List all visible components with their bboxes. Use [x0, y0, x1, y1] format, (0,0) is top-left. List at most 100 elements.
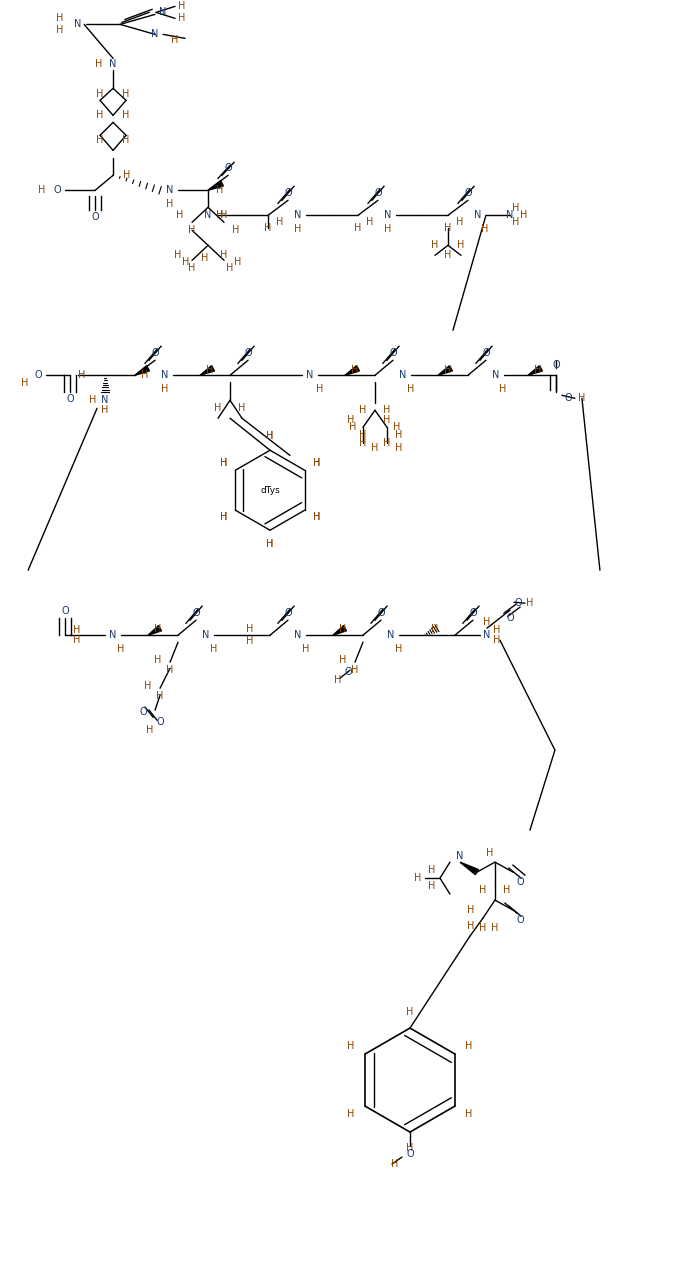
Text: H: H — [56, 26, 64, 36]
Text: O: O — [139, 707, 147, 717]
Text: H: H — [349, 423, 356, 432]
Text: H: H — [467, 921, 475, 932]
Text: H: H — [219, 513, 227, 522]
Text: N: N — [75, 19, 81, 30]
Text: H: H — [479, 885, 487, 896]
Polygon shape — [200, 366, 215, 375]
Text: H: H — [406, 1144, 414, 1153]
Text: H: H — [465, 1041, 473, 1051]
Text: H: H — [166, 666, 174, 675]
Text: H: H — [444, 224, 452, 234]
Text: H: H — [457, 240, 464, 251]
Text: H: H — [73, 626, 81, 635]
Text: H: H — [359, 438, 367, 448]
Text: H: H — [124, 171, 131, 180]
Text: H: H — [384, 225, 392, 234]
Text: H: H — [78, 370, 86, 380]
Text: N: N — [294, 630, 301, 640]
Text: H: H — [492, 923, 498, 933]
Text: O: O — [34, 370, 42, 380]
Text: N: N — [101, 396, 109, 405]
Text: O: O — [61, 607, 69, 617]
Text: O: O — [285, 608, 292, 618]
Text: H: H — [96, 111, 104, 121]
Text: H: H — [340, 655, 347, 666]
Polygon shape — [135, 366, 149, 375]
Text: N: N — [387, 630, 394, 640]
Text: H: H — [96, 90, 104, 99]
Text: H: H — [406, 1007, 414, 1018]
Text: H: H — [395, 443, 403, 454]
Text: H: H — [486, 848, 494, 858]
Text: H: H — [428, 882, 436, 891]
Polygon shape — [528, 366, 543, 375]
Text: N: N — [507, 211, 513, 220]
Text: O: O — [406, 1149, 414, 1159]
Text: H: H — [219, 459, 227, 468]
Text: O: O — [389, 348, 397, 359]
Text: O: O — [151, 348, 159, 359]
Text: N: N — [456, 851, 464, 861]
Text: H: H — [512, 217, 519, 227]
Text: O: O — [374, 189, 382, 198]
Text: H: H — [264, 224, 272, 234]
Text: H: H — [431, 240, 439, 251]
Text: N: N — [166, 185, 174, 195]
Text: N: N — [109, 59, 117, 69]
Text: H: H — [456, 217, 464, 227]
Text: H: H — [266, 540, 274, 549]
Text: O: O — [464, 189, 472, 198]
Text: H: H — [266, 540, 274, 549]
Polygon shape — [460, 862, 479, 875]
Text: H: H — [101, 405, 109, 415]
Text: O: O — [377, 608, 385, 618]
Text: O: O — [156, 717, 164, 727]
Text: H: H — [246, 636, 254, 646]
Text: H: H — [96, 135, 104, 145]
Text: H: H — [171, 36, 179, 45]
Text: H: H — [499, 384, 507, 394]
Text: H: H — [122, 135, 130, 145]
Text: H: H — [407, 384, 415, 394]
Text: O: O — [516, 915, 524, 925]
Text: H: H — [493, 626, 500, 635]
Text: H: H — [393, 423, 401, 432]
Text: H: H — [579, 393, 585, 403]
Text: H: H — [384, 415, 390, 425]
Text: N: N — [204, 211, 212, 220]
Text: H: H — [351, 365, 359, 375]
Text: O: O — [564, 393, 572, 403]
Text: O: O — [506, 613, 514, 623]
Text: H: H — [313, 513, 320, 522]
Text: H: H — [465, 1109, 473, 1119]
Text: N: N — [474, 211, 481, 220]
Text: H: H — [206, 365, 214, 375]
Text: O: O — [192, 608, 200, 618]
Text: H: H — [493, 635, 500, 645]
Polygon shape — [208, 181, 223, 190]
Text: H: H — [276, 217, 284, 227]
Text: H: H — [313, 513, 320, 522]
Text: H: H — [395, 644, 403, 654]
Text: H: H — [444, 251, 452, 261]
Text: H: H — [246, 625, 254, 635]
Text: H: H — [384, 405, 390, 415]
Text: H: H — [188, 263, 196, 274]
Text: H: H — [90, 396, 97, 405]
Text: O: O — [516, 878, 524, 887]
Text: H: H — [166, 199, 174, 209]
Text: H: H — [395, 430, 403, 441]
Text: H: H — [431, 625, 439, 635]
Text: O: O — [344, 667, 352, 677]
Text: N: N — [202, 630, 210, 640]
Text: H: H — [313, 459, 320, 468]
Text: H: H — [348, 1041, 355, 1051]
Text: H: H — [175, 251, 182, 261]
Text: H: H — [238, 403, 246, 414]
Text: dTys: dTys — [260, 486, 280, 495]
Text: H: H — [145, 681, 151, 691]
Text: H: H — [334, 675, 342, 685]
Text: H: H — [444, 365, 452, 375]
Text: N: N — [151, 30, 159, 40]
Text: H: H — [414, 873, 422, 883]
